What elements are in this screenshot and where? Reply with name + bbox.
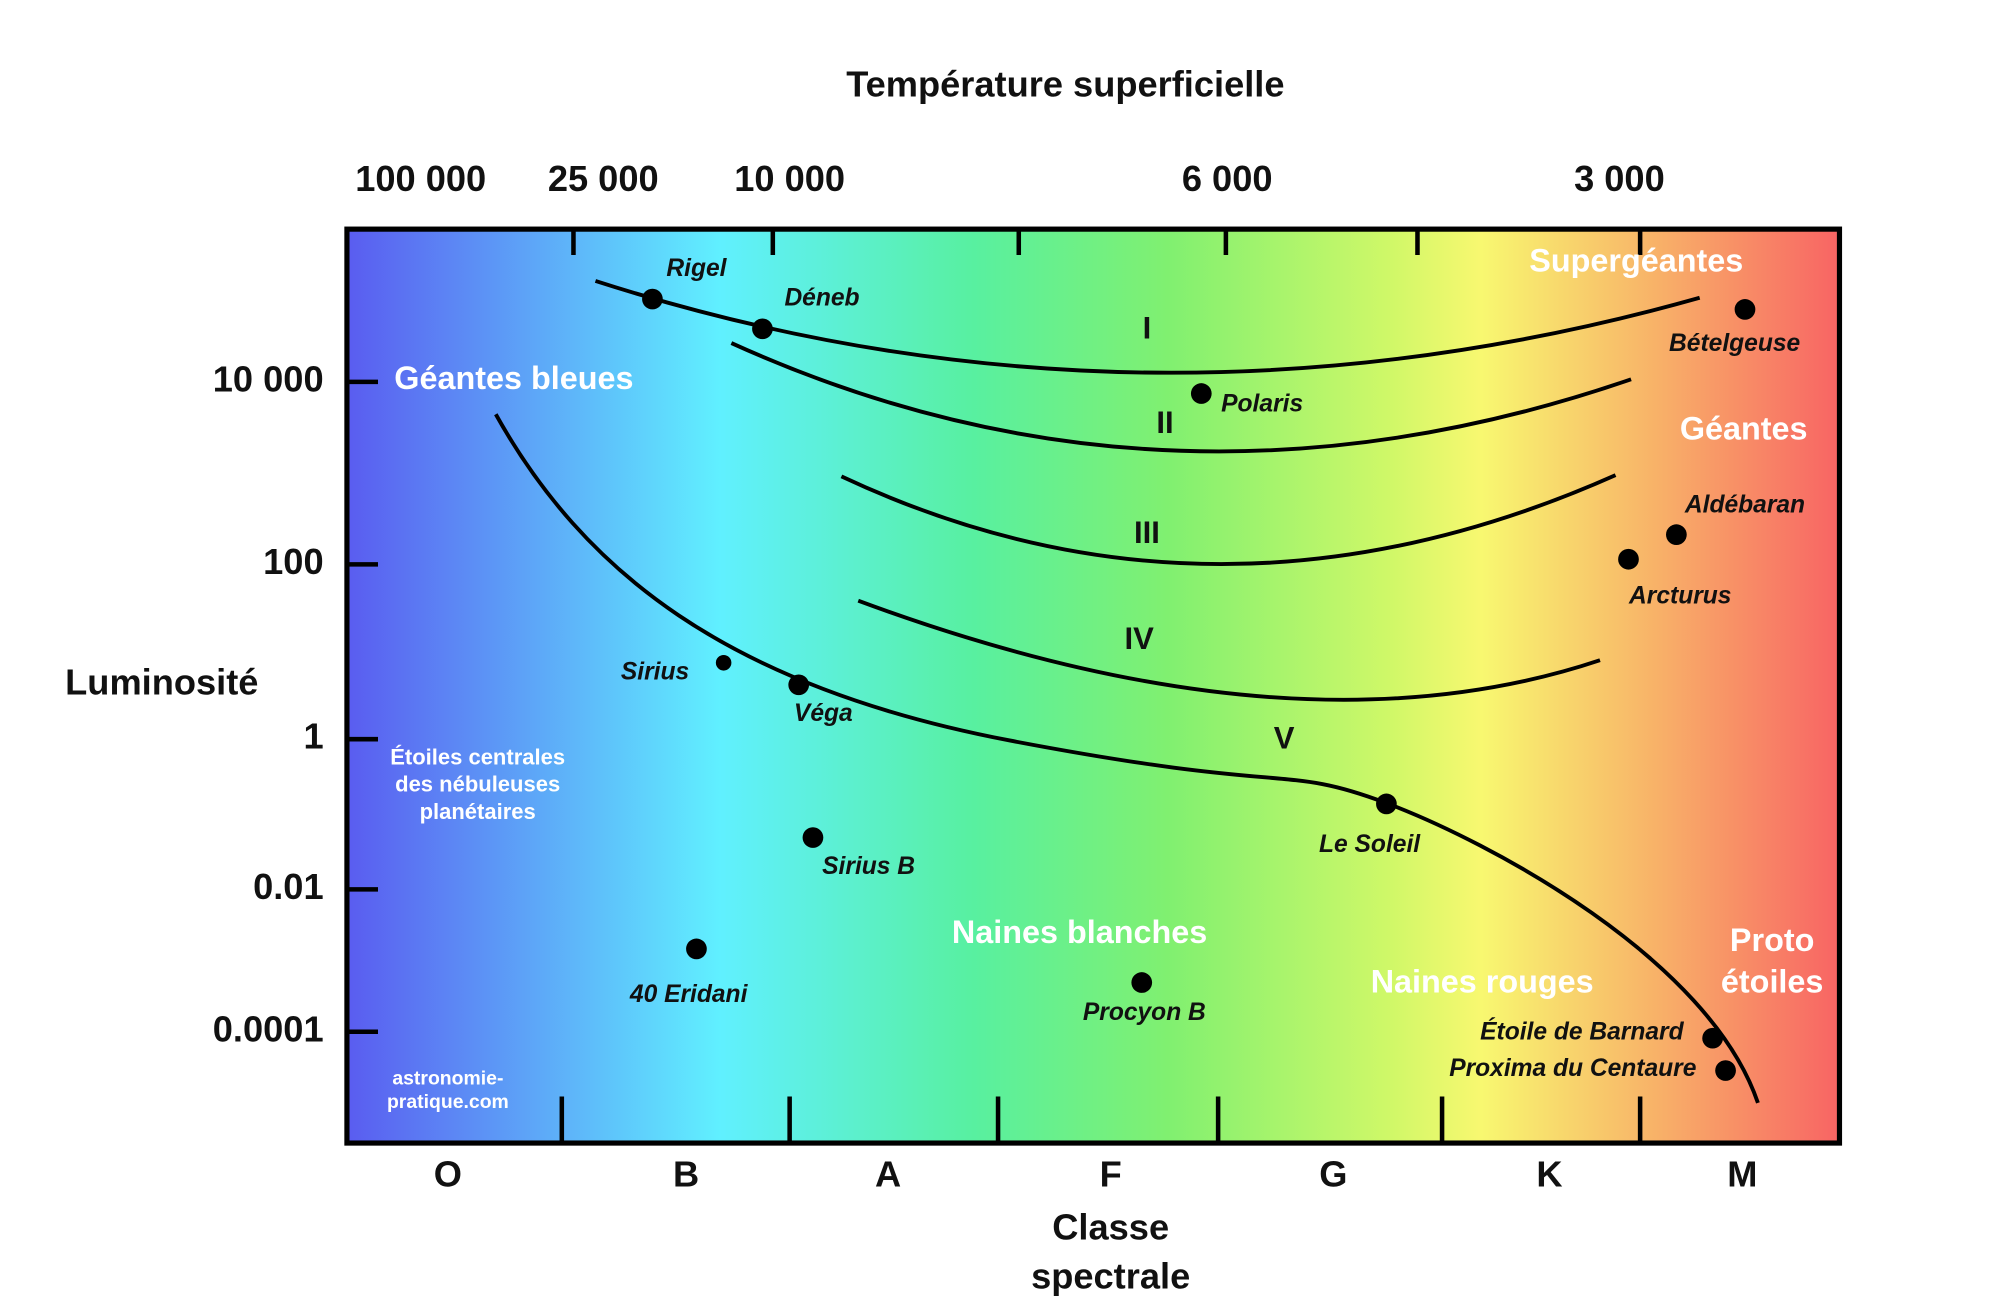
star-dot [1715,1060,1736,1081]
temp-label: 3 000 [1574,158,1665,199]
main-sequence-curve [494,413,1760,1104]
class-ii-curve [730,341,1632,454]
luminosity-title: Luminosité [65,661,258,702]
star-label: Véga [794,700,853,727]
region-label: Étoiles centrales [390,744,565,769]
region-label: Naines blanches [952,914,1207,950]
lum-tick: 0.0001 [213,1008,324,1049]
tick-marks [346,229,1643,1144]
star-dot [1376,793,1397,815]
region-label: Supergéantes [1529,242,1743,278]
class-label: K [1536,1153,1562,1194]
lum-class: III [1134,515,1160,550]
star-dot [752,318,773,340]
class-label: A [875,1153,901,1194]
star-dot [1618,548,1639,570]
star-label: Aldébaran [1684,492,1805,519]
class-label: B [673,1153,699,1194]
star-dot [1190,383,1212,404]
star-dot [1666,524,1687,545]
temp-label: 25 000 [548,158,659,199]
class-label: G [1319,1153,1347,1194]
star-label: Étoile de Barnard [1480,1018,1684,1046]
lum-class: II [1156,405,1173,440]
credit: astronomie- [392,1068,503,1090]
temp-label: 6 000 [1182,158,1273,199]
class-label: O [434,1153,462,1194]
star-label: Bételgeuse [1669,330,1800,357]
star-label: Polaris [1221,391,1303,418]
star-dots [642,288,1756,1081]
class-iv-curve [857,598,1601,702]
temp-label: 100 000 [355,158,486,199]
region-label: des nébuleuses [395,772,560,797]
curves [494,279,1760,1104]
star-dot [686,938,707,960]
star-dot [1734,299,1756,320]
star-label: Proxima du Centaure [1449,1055,1696,1082]
spectral-title: spectrale [1031,1256,1190,1297]
star-label: Procyon B [1083,999,1206,1026]
region-label: Géantes bleues [394,360,633,396]
star-label: Sirius [621,659,689,686]
credit: pratique.com [387,1091,509,1113]
star-label: Le Soleil [1319,831,1421,858]
star-dot [642,288,663,310]
lum-tick: 10 000 [213,358,324,399]
class-label: M [1727,1153,1757,1194]
lum-tick: 0.01 [253,866,324,907]
region-label: Proto [1730,922,1815,958]
plot-area [344,226,1843,1146]
star-label: Déneb [784,285,859,312]
lum-class: V [1274,721,1295,756]
lum-tick: 1 [303,716,323,757]
spectral-title: Classe [1052,1206,1169,1247]
star-dot [802,827,824,848]
region-label: Géantes [1680,411,1808,447]
lum-class: IV [1124,621,1154,656]
star-dot [715,655,732,671]
star-label: Arcturus [1628,582,1731,609]
ticks [346,229,1643,1144]
lum-class: I [1143,310,1152,345]
star-dot [788,674,810,696]
class-iii-curve [840,473,1617,566]
top-title: Température superficielle [846,63,1284,104]
temp-label: 10 000 [734,158,845,199]
region-label: étoiles [1721,963,1824,999]
star-label: 40 Eridani [629,981,749,1008]
star-label: Rigel [666,255,727,282]
region-label: planétaires [420,799,536,824]
region-label: Naines rouges [1371,963,1594,999]
star-dot [1131,972,1153,993]
star-dot [1702,1027,1723,1049]
class-label: F [1100,1153,1122,1194]
star-label: Sirius B [822,853,915,880]
lum-tick: 100 [263,541,323,582]
